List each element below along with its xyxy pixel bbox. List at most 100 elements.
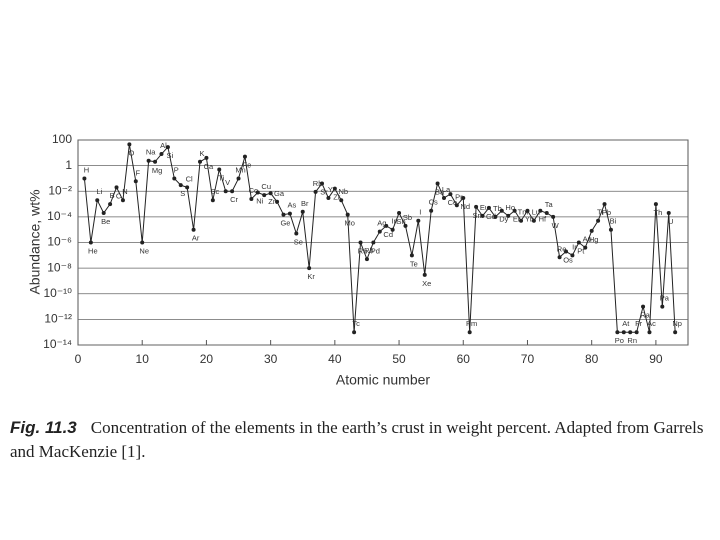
point-label: As <box>288 201 297 210</box>
data-point <box>596 218 601 223</box>
point-label: Er <box>513 215 521 224</box>
point-label: Ca <box>204 162 214 171</box>
point-label: P <box>174 165 179 174</box>
data-point <box>120 198 125 203</box>
data-point <box>133 179 138 184</box>
point-label: La <box>442 185 451 194</box>
point-label: Rb <box>313 179 323 188</box>
y-tick-label: 10⁻¹⁴ <box>43 337 72 351</box>
data-point <box>641 304 646 309</box>
y-tick-label: 10⁻⁶ <box>47 235 72 249</box>
data-point <box>544 211 549 216</box>
x-tick-label: 90 <box>649 352 663 366</box>
point-label: Np <box>672 319 682 328</box>
data-point <box>262 193 267 198</box>
data-point <box>480 213 485 218</box>
data-point <box>397 211 402 216</box>
point-label: In <box>391 217 397 226</box>
point-label: Pm <box>466 319 477 328</box>
data-point <box>409 253 414 258</box>
point-label: Gd <box>486 212 496 221</box>
point-label: He <box>88 246 98 255</box>
y-tick-label: 10⁻⁸ <box>47 260 72 274</box>
data-point <box>512 208 517 213</box>
data-point <box>165 145 170 150</box>
point-label: Co <box>249 186 259 195</box>
data-point <box>461 195 466 200</box>
data-point <box>364 257 369 262</box>
data-point <box>442 195 446 200</box>
point-label: Ge <box>280 219 290 228</box>
point-label: Pa <box>660 294 670 303</box>
data-point <box>223 189 228 194</box>
data-point <box>101 211 106 216</box>
y-tick-label: 10⁻¹⁰ <box>44 286 73 300</box>
data-point <box>621 330 626 335</box>
point-label: Hf <box>539 215 547 224</box>
data-point <box>653 202 658 207</box>
point-label: Pt <box>577 246 585 255</box>
data-point <box>275 199 280 204</box>
point-label: Al <box>160 141 167 150</box>
data-point <box>422 272 427 277</box>
data-point <box>95 198 100 203</box>
data-point <box>287 211 292 216</box>
data-point <box>352 330 357 335</box>
data-point <box>249 196 254 201</box>
data-point <box>230 189 235 194</box>
data-point <box>140 240 145 245</box>
point-label: Na <box>146 148 156 157</box>
point-label: I <box>419 208 421 217</box>
point-label: Re <box>557 244 567 253</box>
data-point <box>332 186 337 191</box>
point-label: Yb <box>525 215 534 224</box>
point-label: Cl <box>186 174 193 183</box>
data-point <box>589 228 594 233</box>
x-tick-label: 50 <box>392 352 406 366</box>
data-point <box>345 212 350 217</box>
data-point <box>384 223 389 228</box>
point-label: Fe <box>243 161 252 170</box>
data-point <box>531 218 536 223</box>
data-point <box>506 213 511 218</box>
point-label: Ba <box>435 188 445 197</box>
data-point <box>307 266 312 271</box>
caption-text: Concentration of the elements in the ear… <box>10 418 704 461</box>
data-point <box>647 330 652 335</box>
point-label: Ac <box>647 319 656 328</box>
y-tick-label: 10⁻¹² <box>44 312 72 326</box>
point-label: W <box>552 221 560 230</box>
point-label: Cs <box>429 198 438 207</box>
point-label: Mo <box>344 219 354 228</box>
point-label: Cu <box>261 182 271 191</box>
data-point <box>608 227 613 232</box>
data-point <box>294 231 299 236</box>
data-point <box>493 214 498 219</box>
x-tick-label: 10 <box>136 352 150 366</box>
data-point <box>82 176 87 181</box>
point-label: Tc <box>352 319 360 328</box>
data-point <box>557 255 562 260</box>
point-label: Os <box>563 255 573 264</box>
point-label: Th <box>654 208 663 217</box>
point-label: F <box>135 168 140 177</box>
point-label: Eu <box>480 203 489 212</box>
point-label: K <box>199 149 204 158</box>
point-label: Ta <box>545 200 554 209</box>
point-label: Ho <box>505 203 515 212</box>
point-label: S <box>180 189 185 198</box>
point-label: Sm <box>472 211 483 220</box>
point-label: Zr <box>333 193 341 202</box>
point-label: Ar <box>192 234 200 243</box>
data-point <box>583 245 588 250</box>
point-label: Po <box>615 336 624 345</box>
data-point <box>320 181 324 186</box>
data-point <box>467 330 472 335</box>
point-label: Kr <box>307 272 315 281</box>
data-point <box>236 176 241 181</box>
point-label: Bi <box>610 217 617 226</box>
data-point <box>666 211 671 216</box>
chart: Atomic number Abundance, wt% 100110⁻²10⁻… <box>27 132 689 388</box>
point-label: Ce <box>448 198 458 207</box>
